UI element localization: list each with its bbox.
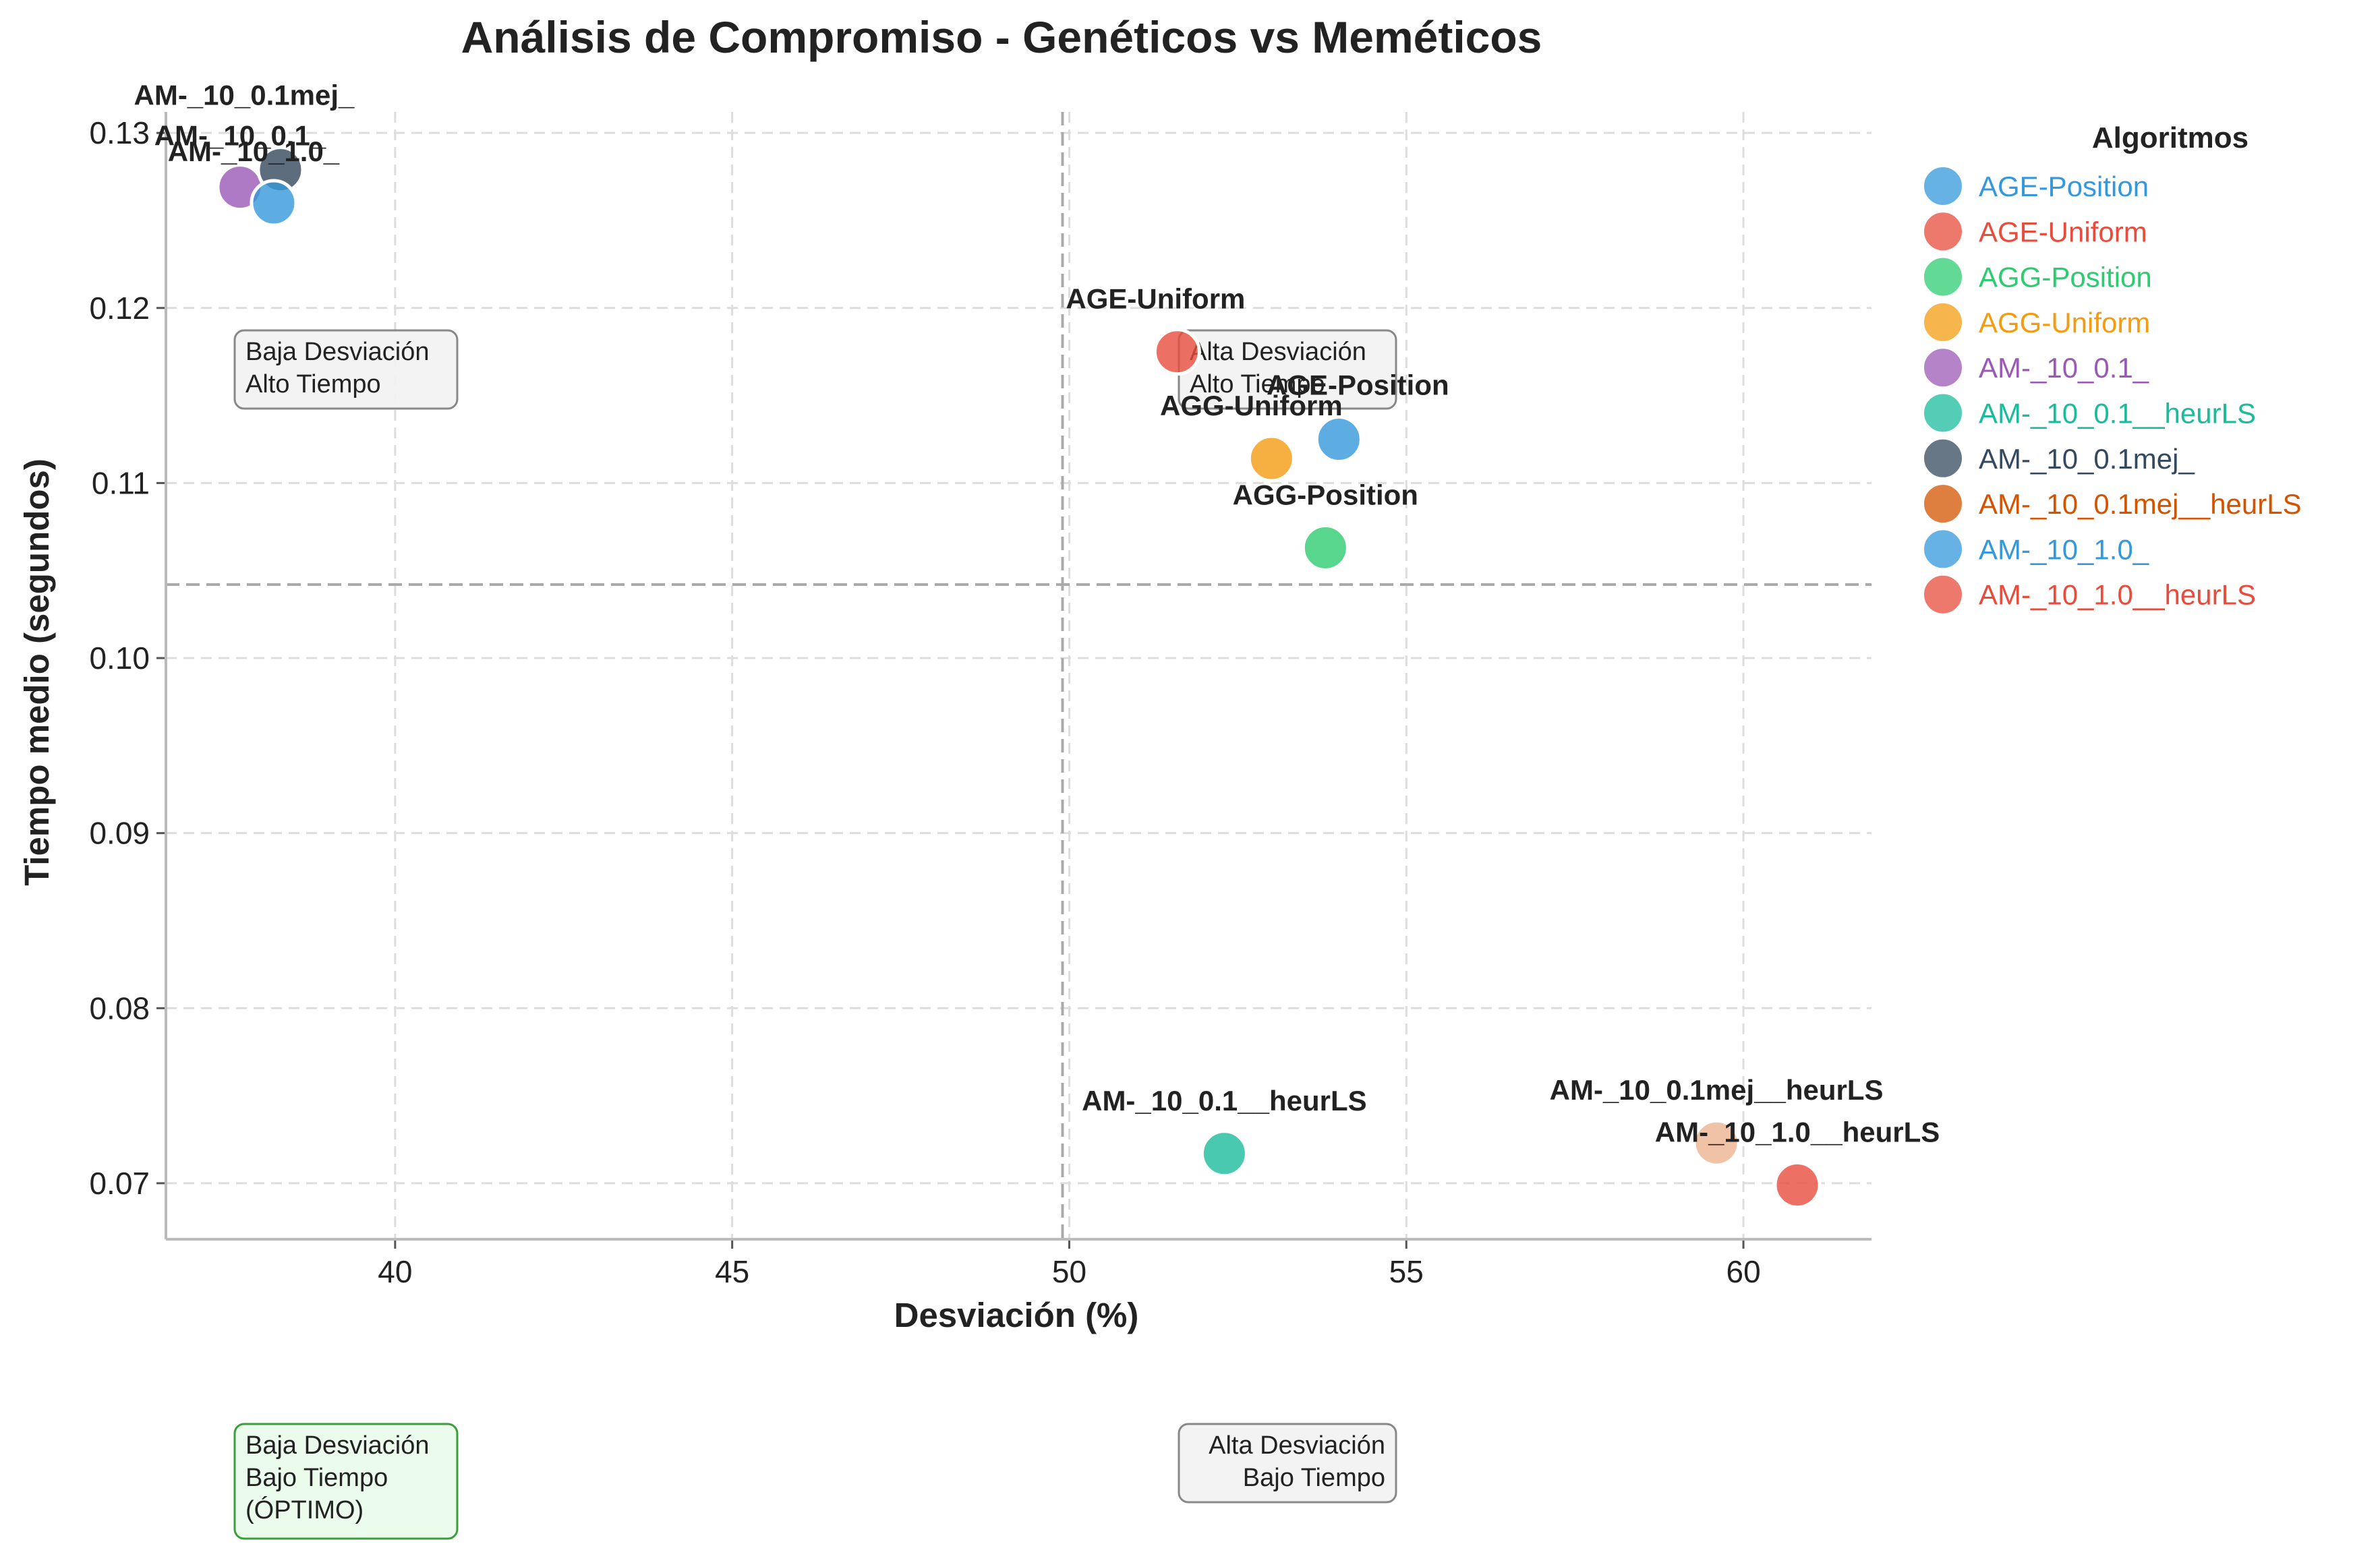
data-points	[216, 146, 1822, 1210]
legend-marker	[1921, 482, 1965, 526]
grid	[166, 112, 1871, 1239]
y-tick-label: 0.12	[89, 291, 150, 326]
point-label-agg-uniform: AGG-Uniform	[1160, 390, 1343, 421]
point-age-position	[1314, 415, 1363, 464]
legend-label: AM-_10_0.1mej_	[1979, 443, 2195, 475]
point-label-am-10-0-1-heurls: AM-_10_0.1__heurLS	[1082, 1085, 1367, 1117]
legend-label: AM-_10_1.0_	[1979, 533, 2149, 565]
legend: Algoritmos AGE-Position AGE-Uniform AGG-Po…	[1921, 121, 2302, 616]
point-am-10-1-0	[250, 179, 298, 227]
legend-label: AM-_10_0.1mej__heurLS	[1979, 488, 2302, 520]
y-tick-label: 0.13	[89, 115, 150, 150]
legend-marker	[1921, 436, 1965, 480]
quadrant-annotation-box	[233, 329, 459, 410]
x-tick-label: 45	[715, 1254, 749, 1289]
axes: 40 45 50 55 60 0.07 0.08 0.09 0.10 0.11 0.12 0.13	[89, 112, 1871, 1289]
point-label-am-10-0-1: AM-_10_0.1_	[154, 120, 326, 152]
point-am-10-1-0-heurls	[1773, 1161, 1822, 1210]
x-tick-label: 50	[1052, 1254, 1086, 1289]
quadrant-annotation-text: Alta Desviación	[1209, 1431, 1385, 1460]
y-tick-label: 0.11	[92, 465, 150, 500]
quadrant-annotation-text: Alta Desviación	[1190, 338, 1366, 366]
legend-title: Algoritmos	[2092, 121, 2248, 154]
legend-label: AM-_10_1.0__heurLS	[1979, 579, 2256, 611]
point-label-age-uniform: AGE-Uniform	[1066, 283, 1245, 315]
point-label-agg-position: AGG-Position	[1233, 479, 1418, 510]
quadrant-annotation-text: Bajo Tiempo	[1243, 1464, 1385, 1492]
point-agg-uniform	[1247, 434, 1296, 483]
quadrant-annotation-text: Baja Desviación	[245, 338, 429, 366]
chart-title: Análisis de Compromiso - Genéticos vs Me…	[461, 12, 1542, 62]
legend-marker	[1921, 210, 1965, 254]
point-age-uniform	[1153, 328, 1201, 376]
legend-label: AGE-Uniform	[1979, 216, 2147, 247]
y-tick-label: 0.07	[89, 1166, 150, 1201]
legend-label: AGE-Position	[1979, 171, 2149, 202]
legend-marker	[1921, 300, 1965, 344]
y-tick-label: 0.08	[89, 990, 150, 1026]
point-agg-position	[1301, 523, 1349, 572]
legend-marker	[1921, 165, 1965, 208]
y-tick-label: 0.09	[89, 816, 150, 851]
y-axis-label: Tiempo medio (segundos)	[18, 458, 56, 886]
point-label-am-10-1-0: AM-_10_1.0_	[168, 136, 340, 167]
point-label-am-10-1-0-heurls: AM-_10_1.0__heurLS	[1655, 1117, 1940, 1148]
point-label-am-10-0-1mej-heurls: AM-_10_0.1mej__heurLS	[1550, 1074, 1884, 1106]
legend-marker	[1921, 391, 1965, 435]
legend-label: AGG-Position	[1979, 262, 2152, 293]
x-tick-label: 55	[1389, 1254, 1424, 1289]
legend-label: AGG-Uniform	[1979, 307, 2150, 338]
point-labels: AGE-Position AGE-Uniform AGG-Position AGG-U…	[134, 80, 1940, 1148]
x-axis-label: Desviación (%)	[894, 1296, 1139, 1334]
quadrant-annotation-text: Bajo Tiempo	[245, 1464, 388, 1492]
point-label-age-position: AGE-Position	[1267, 369, 1449, 401]
point-am-10-0-1mej-heurls	[1692, 1119, 1741, 1167]
quadrant-annotation-box	[1178, 1423, 1397, 1504]
median-lines	[166, 112, 1871, 1239]
x-tick-label: 60	[1726, 1254, 1760, 1289]
x-tick-label: 40	[378, 1254, 412, 1289]
legend-marker	[1921, 572, 1965, 616]
legend-marker	[1921, 527, 1965, 571]
point-label-am-10-0-1mej: AM-_10_0.1mej_	[134, 80, 355, 111]
quadrant-annotation-text: Baja Desviación	[245, 1431, 429, 1460]
y-tick-label: 0.10	[89, 641, 150, 676]
annotations: Baja Desviación Alto Tiempo Alta Desviació…	[233, 329, 1397, 1540]
legend-marker	[1921, 255, 1965, 299]
quadrant-annotation-text: Alto Tiempo	[1190, 370, 1325, 398]
legend-marker	[1921, 346, 1965, 390]
legend-label: AM-_10_0.1_	[1979, 352, 2149, 384]
legend-label: AM-_10_0.1__heurLS	[1979, 398, 2256, 429]
quadrant-annotation-box	[233, 1423, 459, 1540]
quadrant-annotation-text: (ÓPTIMO)	[245, 1495, 364, 1524]
quadrant-annotation-text: Alto Tiempo	[245, 370, 381, 398]
point-am-10-0-1-heurls	[1200, 1129, 1248, 1178]
